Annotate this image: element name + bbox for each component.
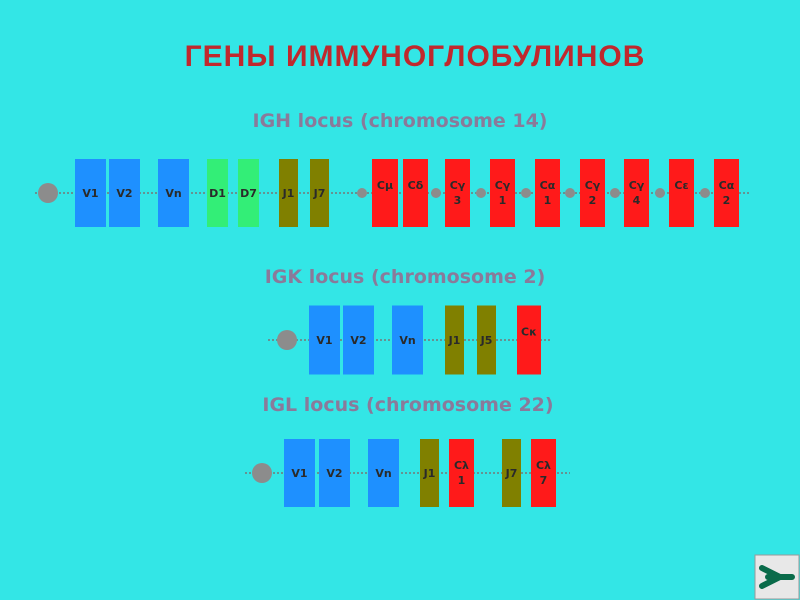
locus-title: IGK locus (chromosome 2): [265, 266, 546, 288]
segment-label: Cα: [540, 179, 556, 192]
spacer-dot: [521, 188, 531, 198]
gene-segment: [477, 305, 496, 375]
centromere: [252, 463, 272, 483]
gene-segment: [714, 159, 739, 227]
segment-label: Cε: [674, 179, 688, 192]
segment-label: Cγ: [450, 179, 466, 192]
segment-label: Cγ: [495, 179, 511, 192]
gene-segment: [368, 439, 399, 507]
gene-segment: [517, 305, 541, 375]
gene-segment: [624, 159, 649, 227]
segment-label: J5: [480, 334, 493, 347]
gene-segment: [279, 159, 298, 227]
segment-label: Cμ: [377, 179, 393, 192]
segment-number: 7: [540, 474, 548, 487]
segment-number: 3: [454, 194, 462, 207]
spacer-dot: [357, 188, 367, 198]
gene-segment: [420, 439, 439, 507]
segment-label: Cδ: [408, 179, 424, 192]
gene-segment: [309, 305, 340, 375]
locus-title: IGL locus (chromosome 22): [262, 394, 553, 416]
segment-label: J7: [505, 467, 518, 480]
centromere: [277, 330, 297, 350]
gene-segment: [535, 159, 560, 227]
spacer-dot: [700, 188, 710, 198]
segment-label: Cα: [719, 179, 735, 192]
segment-number: 1: [458, 474, 466, 487]
gene-segment: [445, 159, 470, 227]
gene-segment: [445, 305, 464, 375]
spacer-dot: [476, 188, 486, 198]
gene-segment: [490, 159, 515, 227]
gene-segment: [580, 159, 605, 227]
segment-label: Vn: [165, 187, 181, 200]
spacer-dot: [655, 188, 665, 198]
spacer-dot: [431, 188, 441, 198]
segment-number: 1: [499, 194, 507, 207]
segment-label: D1: [209, 187, 226, 200]
gene-segment: [207, 159, 228, 227]
arrow-icon[interactable]: [759, 565, 795, 589]
segment-number: 4: [633, 194, 641, 207]
segment-number: 2: [589, 194, 597, 207]
locus-title: IGH locus (chromosome 14): [253, 110, 548, 132]
gene-segment: [669, 159, 694, 227]
segment-label: V1: [291, 467, 307, 480]
segment-label: J1: [282, 187, 295, 200]
segment-label: J1: [448, 334, 461, 347]
gene-segment: [109, 159, 140, 227]
gene-segment: [310, 159, 329, 227]
segment-label: D7: [240, 187, 257, 200]
next-button[interactable]: [754, 554, 800, 600]
segment-label: Vn: [375, 467, 391, 480]
gene-segment: [502, 439, 521, 507]
segment-label: Cγ: [585, 179, 601, 192]
gene-segment: [392, 305, 423, 375]
centromere: [38, 183, 58, 203]
gene-segment: [75, 159, 106, 227]
spacer-dot: [565, 188, 575, 198]
spacer-dot: [610, 188, 620, 198]
segment-label: V2: [116, 187, 132, 200]
slide-title: ГЕНЫ ИММУНОГЛОБУЛИНОВ: [185, 40, 646, 73]
gene-segment: [238, 159, 259, 227]
segment-label: J1: [423, 467, 436, 480]
gene-segment: [372, 159, 398, 227]
segment-label: Cκ: [521, 326, 537, 339]
segment-number: 1: [544, 194, 552, 207]
gene-segment: [343, 305, 374, 375]
segment-label: V1: [82, 187, 98, 200]
gene-segment: [284, 439, 315, 507]
segment-label: Vn: [399, 334, 415, 347]
segment-label: V2: [326, 467, 342, 480]
segment-label: Cγ: [629, 179, 645, 192]
segment-label: Cλ: [454, 459, 469, 472]
gene-segment: [158, 159, 189, 227]
segment-number: 2: [723, 194, 731, 207]
gene-segment: [319, 439, 350, 507]
segment-label: Cλ: [536, 459, 551, 472]
segment-label: V1: [316, 334, 332, 347]
segment-label: J7: [313, 187, 326, 200]
gene-segment: [403, 159, 428, 227]
segment-label: V2: [350, 334, 366, 347]
gene-segment: [531, 439, 556, 507]
gene-segment: [449, 439, 474, 507]
